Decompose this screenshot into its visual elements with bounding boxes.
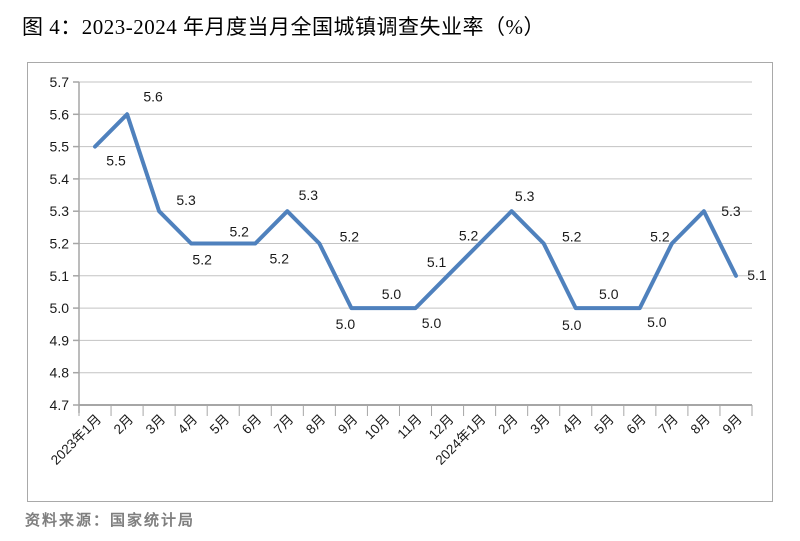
y-tick-label: 5.6 xyxy=(50,106,70,122)
data-label: 5.2 xyxy=(562,229,582,245)
x-tick-label: 5月 xyxy=(207,412,232,437)
data-label: 5.1 xyxy=(747,267,767,283)
x-tick-label: 3月 xyxy=(143,412,168,437)
data-label: 5.3 xyxy=(721,203,741,219)
y-tick-label: 5.4 xyxy=(50,171,70,187)
data-label: 5.6 xyxy=(143,88,163,104)
data-label: 5.1 xyxy=(427,254,447,270)
y-tick-label: 5.3 xyxy=(50,203,70,219)
x-tick-label: 5月 xyxy=(591,412,616,437)
data-label: 5.3 xyxy=(299,187,319,203)
x-tick-label: 3月 xyxy=(527,412,552,437)
y-tick-label: 4.9 xyxy=(50,332,70,348)
data-label: 5.2 xyxy=(192,252,212,268)
x-tick-label: 2月 xyxy=(495,412,520,437)
data-label: 5.0 xyxy=(647,314,667,330)
x-tick-label: 8月 xyxy=(303,412,328,437)
chart-svg: 5.7 5.6 5.5 5.4 5.3 5.2 5.1 5.0 4.9 4.8 4.72023年1月… xyxy=(48,74,767,468)
x-tick-label: 11月 xyxy=(395,412,425,442)
x-tick-label: 7月 xyxy=(271,412,296,437)
y-tick-label: 4.8 xyxy=(50,365,70,381)
x-tick-label: 9月 xyxy=(335,412,360,437)
data-label: 5.2 xyxy=(340,229,360,245)
data-label: 5.0 xyxy=(382,286,402,302)
y-tick-label: 5.1 xyxy=(50,268,70,284)
source-note: 资料来源：国家统计局 xyxy=(25,512,196,529)
y-tick-label: 5.7 xyxy=(50,74,70,90)
x-tick-label: 6月 xyxy=(623,412,648,437)
data-label: 5.0 xyxy=(562,317,582,333)
x-tick-label: 2023年1月 xyxy=(48,412,104,468)
data-label: 5.0 xyxy=(599,286,619,302)
data-label: 5.3 xyxy=(176,192,196,208)
unemployment-rate-line xyxy=(93,112,738,311)
data-label: 5.2 xyxy=(650,229,670,245)
data-label: 5.0 xyxy=(336,316,356,332)
x-tick-label: 4月 xyxy=(175,412,200,437)
x-tick-label: 6月 xyxy=(239,412,264,437)
data-label: 5.5 xyxy=(106,153,126,169)
y-tick-label: 4.7 xyxy=(50,397,70,413)
data-label: 5.2 xyxy=(270,251,290,267)
data-label: 5.3 xyxy=(515,188,535,204)
x-tick-label: 10月 xyxy=(362,412,393,443)
chart-container: 5.7 5.6 5.5 5.4 5.3 5.2 5.1 5.0 4.9 4.8 4.7 2023年1月… xyxy=(27,62,773,502)
y-tick-label: 5.2 xyxy=(50,236,70,252)
x-tick-label: 2月 xyxy=(111,412,136,437)
data-label: 5.0 xyxy=(422,315,442,331)
figure-title: 图 4：2023-2024 年月度当月全国城镇调查失业率（%） xyxy=(22,15,545,39)
x-tick-label: 4月 xyxy=(559,412,584,437)
data-label: 5.2 xyxy=(459,228,479,244)
x-tick-label: 9月 xyxy=(720,412,745,437)
y-tick-label: 5.5 xyxy=(50,139,70,155)
data-label: 5.2 xyxy=(229,224,249,240)
x-tick-label: 8月 xyxy=(688,412,713,437)
y-tick-label: 5.0 xyxy=(50,300,70,316)
x-tick-label: 7月 xyxy=(656,412,681,437)
